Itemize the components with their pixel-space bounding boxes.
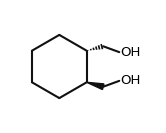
Text: OH: OH: [120, 46, 140, 59]
Polygon shape: [87, 82, 104, 90]
Text: OH: OH: [120, 74, 140, 87]
